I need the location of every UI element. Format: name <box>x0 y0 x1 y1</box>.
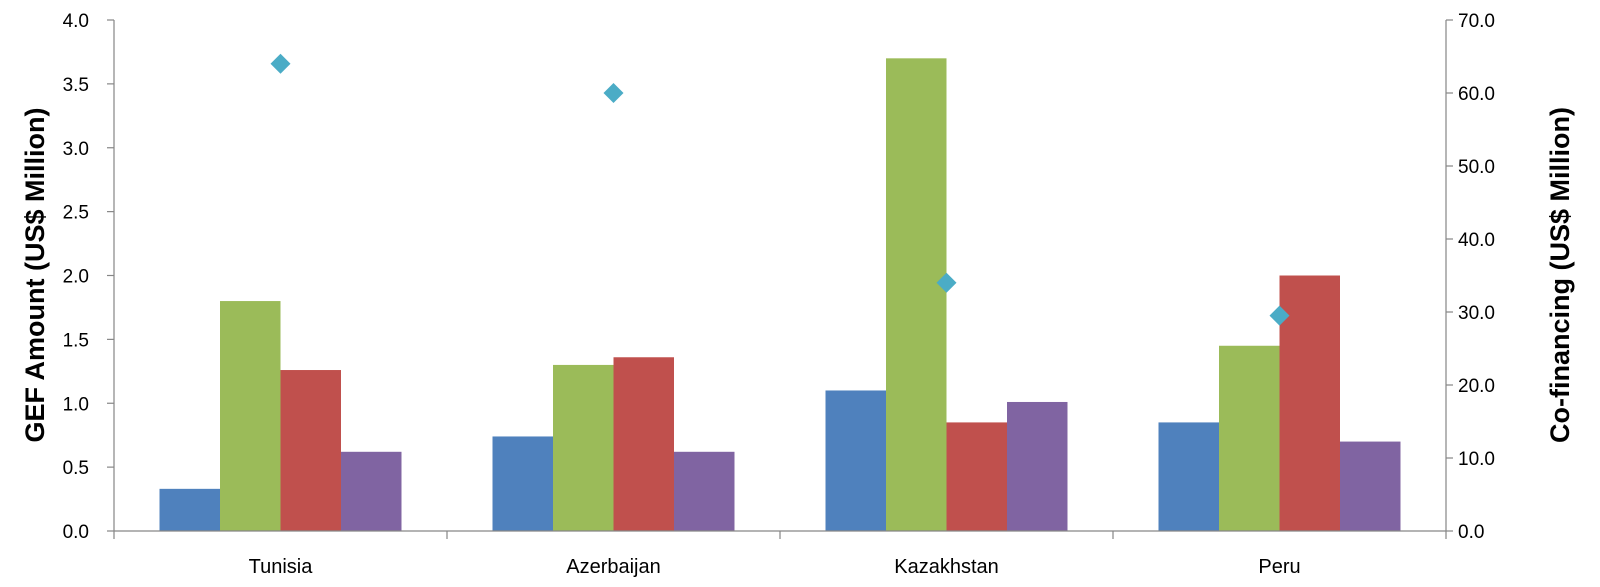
x-tick-label: Tunisia <box>249 556 314 578</box>
plot-marks <box>159 53 1401 531</box>
y2-tick-label: 0.0 <box>1458 522 1484 543</box>
axes: 0.0 0.5 1.0 1.5 2.0 2.5 3.0 3.5 4.0 0.0 10.0 20.0 30… <box>63 11 1495 578</box>
x-tick-label: Kazakhstan <box>894 556 999 578</box>
x-tick-label: Azerbaijan <box>566 556 661 578</box>
bar <box>280 370 341 531</box>
point <box>1269 305 1290 326</box>
x-tick-label: Peru <box>1258 556 1300 578</box>
bar <box>946 422 1007 531</box>
bar <box>1219 345 1280 531</box>
y2-tick-label: 50.0 <box>1458 157 1495 178</box>
y2-tick-label: 10.0 <box>1458 449 1495 470</box>
point <box>603 83 624 103</box>
y-tick-label: 4.0 <box>63 11 89 32</box>
bar <box>1158 422 1219 531</box>
bar <box>1340 441 1401 531</box>
y-tick-label: 2.5 <box>63 203 89 224</box>
y2-tick-label: 60.0 <box>1458 84 1495 105</box>
y2-tick-label: 30.0 <box>1458 303 1495 324</box>
bar <box>674 451 735 531</box>
y-tick-label: 0.0 <box>63 522 89 543</box>
bar <box>553 364 614 531</box>
y-tick-label: 1.0 <box>63 394 89 415</box>
y-axis-title: GEF Amount (US$ Million) <box>20 108 50 443</box>
y-tick-label: 1.5 <box>63 330 89 351</box>
y-tick-label: 3.5 <box>63 75 89 96</box>
bar <box>1279 275 1340 531</box>
bar <box>613 357 674 531</box>
bar <box>492 436 553 531</box>
bar <box>886 58 947 531</box>
y2-axis-title: Co-financing (US$ Million) <box>1545 107 1575 443</box>
y2-tick-label: 20.0 <box>1458 376 1495 397</box>
y-tick-label: 3.0 <box>63 139 89 160</box>
bar <box>1007 401 1068 531</box>
bar <box>220 301 281 531</box>
point <box>270 53 291 74</box>
y-tick-label: 2.0 <box>63 267 89 288</box>
y-tick-label: 0.5 <box>63 458 89 479</box>
bar <box>341 451 402 531</box>
bar <box>825 390 886 531</box>
y2-tick-label: 40.0 <box>1458 230 1495 251</box>
y2-tick-label: 70.0 <box>1458 11 1495 32</box>
bar <box>159 488 220 531</box>
point <box>936 272 957 293</box>
